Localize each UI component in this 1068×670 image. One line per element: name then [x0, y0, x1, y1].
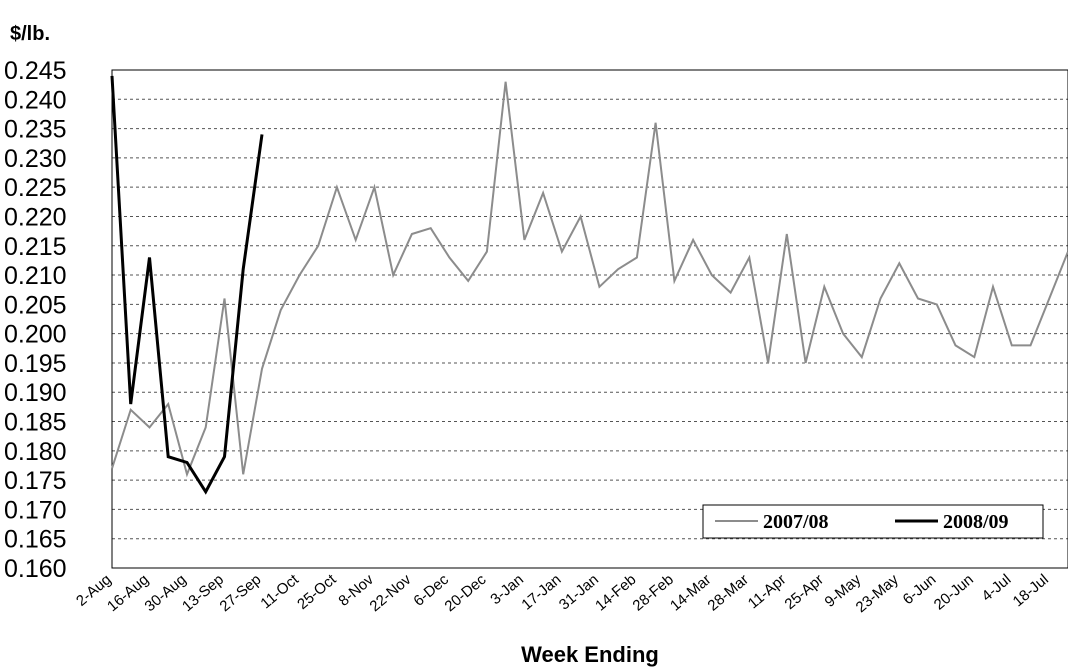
legend-label-2008-09: 2008/09	[943, 511, 1009, 533]
y-tick-label: 0.195	[4, 350, 67, 378]
x-axis-title: Week Ending	[521, 642, 659, 667]
x-tick-label: 20-Jun	[931, 571, 977, 614]
x-tick-label: 23-May	[853, 571, 903, 616]
series-lines	[110, 75, 1068, 495]
y-tick-label: 0.165	[4, 526, 67, 554]
x-tick-label: 28-Mar	[705, 571, 752, 615]
x-tick-label: 25-Apr	[781, 571, 826, 613]
y-tick-label: 0.240	[4, 86, 67, 114]
y-tick-label: 0.160	[4, 555, 67, 583]
legend-box	[702, 504, 1044, 539]
x-tick-label: 14-Feb	[592, 571, 639, 615]
legend: 2007/08 2008/09	[702, 504, 1044, 539]
y-tick-label: 0.245	[4, 57, 67, 85]
x-tick-label: 16-Aug	[104, 571, 152, 615]
x-tick-label: 20-Dec	[442, 571, 490, 615]
y-axis-title: $/lb.	[10, 23, 50, 45]
x-tick-label: 28-Feb	[630, 571, 677, 615]
series-line-2008-09	[110, 75, 264, 495]
y-axis-tick-labels: 0.1600.1650.1700.1750.1800.1850.1900.195…	[4, 57, 67, 583]
x-tick-label: 22-Nov	[367, 571, 415, 615]
y-tick-label: 0.230	[4, 145, 67, 173]
x-tick-label: 18-Jul	[1010, 571, 1052, 610]
y-tick-label: 0.235	[4, 116, 67, 144]
x-tick-label: 27-Sep	[217, 571, 265, 615]
x-tick-label: 11-Oct	[257, 571, 302, 613]
x-tick-label: 11-Apr	[745, 571, 790, 612]
x-tick-label: 14-Mar	[667, 571, 714, 615]
y-tick-label: 0.215	[4, 233, 67, 261]
x-axis-tick-labels: 2-Aug16-Aug30-Aug13-Sep27-Sep11-Oct25-Oc…	[73, 571, 1052, 617]
x-tick-label: 31-Jan	[556, 571, 602, 614]
y-tick-label: 0.210	[4, 262, 67, 290]
y-tick-label: 0.185	[4, 409, 67, 437]
legend-label-2007-08: 2007/08	[763, 511, 829, 533]
x-tick-label: 13-Sep	[179, 571, 227, 615]
y-tick-label: 0.170	[4, 496, 67, 524]
y-tick-label: 0.225	[4, 174, 67, 202]
plot-area-border	[111, 69, 1068, 569]
x-tick-label: 30-Aug	[142, 571, 190, 615]
y-tick-label: 0.200	[4, 321, 67, 349]
y-tick-label: 0.205	[4, 291, 67, 319]
y-tick-label: 0.220	[4, 203, 67, 231]
grid-lines	[112, 98, 1068, 540]
x-tick-label: 17-Jan	[518, 571, 564, 614]
x-tick-label: 25-Oct	[294, 571, 340, 613]
x-tick-label: 4-Jul	[979, 571, 1015, 605]
y-tick-label: 0.190	[4, 379, 67, 407]
y-tick-label: 0.175	[4, 467, 67, 495]
series-line-2007-08	[111, 81, 1068, 478]
y-tick-label: 0.180	[4, 438, 67, 466]
